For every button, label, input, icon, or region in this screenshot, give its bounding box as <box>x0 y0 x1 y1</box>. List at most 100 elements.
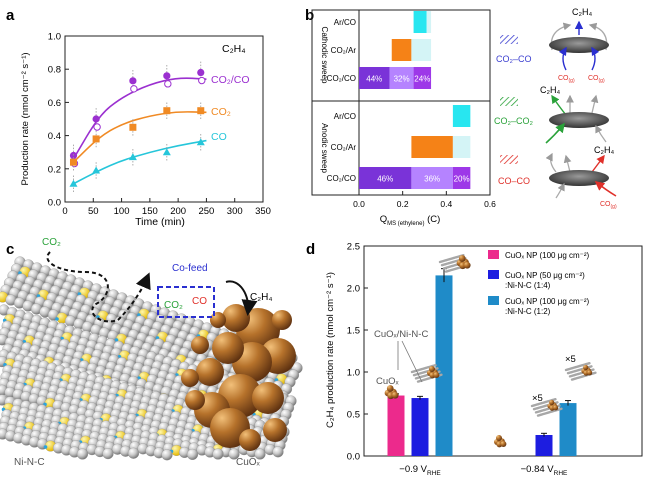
cu-particle-icon <box>433 372 440 378</box>
panel-b-xlabel-sub: MS (ethylene) <box>387 221 424 227</box>
data-point-open <box>198 76 206 85</box>
cu-particle-icon <box>500 441 507 447</box>
bar-segment <box>452 136 471 158</box>
x-tick-label: 250 <box>198 206 214 217</box>
legend-swatch <box>488 250 499 259</box>
carbon-atom <box>272 446 284 458</box>
x-tick-label: 350 <box>255 206 271 217</box>
mech-legend-1: CO₂–CO <box>496 54 532 64</box>
fit-curve-2 <box>73 139 207 185</box>
n-atom <box>55 317 59 321</box>
row-label: CO₂/CO <box>327 174 356 183</box>
legend-label: :Ni-N-C (1:2) <box>505 307 551 316</box>
panel-b-xlabel-unit: (C) <box>424 214 440 225</box>
bar-segment <box>411 39 432 61</box>
panel-c-cofeed: Co-feed <box>172 263 208 274</box>
cu-particle-icon <box>583 364 589 371</box>
mech-arrow-grey <box>555 182 565 199</box>
x-tick-label: 0.2 <box>397 199 409 209</box>
carbon-atom <box>76 448 89 460</box>
data-point <box>197 68 205 77</box>
y-tick-label: 1.0 <box>48 32 61 43</box>
data-point <box>92 166 101 174</box>
bar-percent-label: 24% <box>414 75 430 84</box>
cuox-particle <box>191 336 209 354</box>
mech-gas-1b-main: CO <box>588 75 599 82</box>
panel-d-frame <box>363 245 643 457</box>
x-tick-label: 0.0 <box>353 199 365 209</box>
data-point <box>69 151 78 160</box>
mech-legend-3: CO–CO <box>498 176 530 186</box>
panel-b-xlabel-main: Q <box>380 214 387 225</box>
data-point <box>163 107 171 115</box>
mech-arrow-grey <box>563 154 572 173</box>
x-tick-label: 50 <box>88 206 99 217</box>
panel-label-a: a <box>6 7 15 24</box>
legend-label: :Ni-N-C (1:4) <box>505 281 551 290</box>
bar <box>435 275 453 456</box>
x-tick-label-main: −0.9 V <box>399 464 427 475</box>
bar <box>559 403 577 456</box>
bar <box>411 398 429 456</box>
x-tick-label-main: −0.84 V <box>521 464 555 475</box>
row-label: CO₂/Ar <box>331 46 357 55</box>
y-tick-label: 2.5 <box>347 242 360 253</box>
x-tick-label: 150 <box>142 206 158 217</box>
bar-segment <box>359 167 412 189</box>
cuox-particle <box>181 369 199 387</box>
mech-arrow-grey <box>590 94 599 114</box>
data-point <box>162 148 171 156</box>
data-point <box>129 77 137 85</box>
mech-gas-1a-sub: (g) <box>569 78 575 84</box>
cu-particle-icon <box>463 261 471 269</box>
mech-arrow-grey <box>595 124 607 143</box>
y-tick-label: 1.0 <box>347 368 360 379</box>
panel-c-nic: Ni-N-C <box>14 457 45 468</box>
panel-d-chart: 0.00.51.01.52.02.5−0.9 VRHE −0.84 VRHE C₂… <box>325 242 643 477</box>
c2h4-arrow <box>225 280 258 316</box>
mech-arrow-grey <box>545 152 557 173</box>
y-tick-label: 0.4 <box>48 131 61 142</box>
data-point-open <box>93 123 101 131</box>
mech-arrow-blue <box>591 46 600 71</box>
legend-label: CuOₓ NP (50 μg cm⁻²) <box>505 271 585 280</box>
bar-percent-label: 44% <box>366 75 382 84</box>
cu-particle-icon <box>586 370 593 376</box>
panel-c-illustration: CO₂ Co-feed CO₂ CO C₂H₄ Ni-N-C CuOₓ <box>0 237 303 468</box>
cuox-particle <box>252 382 284 414</box>
panel-a-frame <box>64 35 264 203</box>
panel-b-chart: Cathodic sweep Anodic sweep Ar/CO CO₂/Ar C… <box>311 9 496 227</box>
mech-gas-3-main: CO <box>600 201 611 208</box>
bar-segment <box>391 39 412 61</box>
y-tick-label: 0.5 <box>347 410 360 421</box>
panel-label-b: b <box>305 7 314 24</box>
carbon-atom <box>212 448 224 460</box>
mech-gas-3-sub: (g) <box>611 204 617 210</box>
legend-a-co2: CO₂ <box>211 106 231 118</box>
x-tick-label: 200 <box>170 206 186 217</box>
x-tick-label-sub: RHE <box>554 470 568 477</box>
bar-segment <box>389 67 414 89</box>
mech-gas-3: CO(g) <box>600 201 617 210</box>
mech-gas-1a-main: CO <box>558 75 569 82</box>
row-label: Ar/CO <box>334 112 356 121</box>
mech-arrow-blue <box>558 46 567 71</box>
cuox-particle <box>185 390 205 410</box>
data-point <box>69 179 78 187</box>
panel-b-group-cathodic: Cathodic sweep <box>320 27 329 84</box>
x-tick-label: 0.4 <box>440 199 452 209</box>
x-tick-label: 0 <box>62 206 67 217</box>
mech-top-3: C₂H₄ <box>594 145 614 155</box>
x-tick-label: 300 <box>227 206 243 217</box>
panel-d-particle-icons <box>384 253 598 448</box>
mech-arrow-green <box>545 122 565 144</box>
carbon-atom <box>102 448 114 460</box>
legend-a-co2co: CO₂/CO <box>211 74 250 86</box>
cuox-particle <box>210 312 226 328</box>
mech-arrow-green <box>551 94 567 116</box>
catalyst-disk-icon <box>549 112 609 128</box>
bar-segment <box>452 105 471 127</box>
panel-c-c2h4: C₂H₄ <box>250 292 272 303</box>
panel-d-annot-cuox-nic: CuOₓ/Ni-N-C <box>374 329 428 340</box>
x-tick-label: 100 <box>114 206 130 217</box>
